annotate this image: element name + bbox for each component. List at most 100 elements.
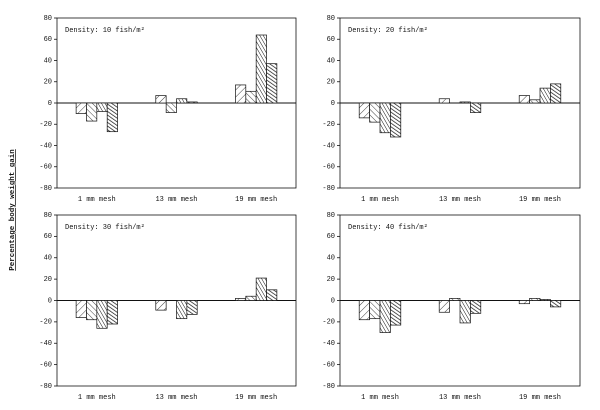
bar	[539, 87, 551, 104]
y-tick-label: 60	[44, 36, 52, 44]
x-tick-label: 13 mm mesh	[439, 196, 481, 204]
x-tick-label: 1 mm mesh	[361, 196, 399, 204]
panel: -80 -60 -40 -20 0 20 40 60 80 Density: 10 fish/m²…	[39, 15, 297, 204]
annotation: Density: 20 fish/m²	[348, 27, 428, 35]
bar	[390, 300, 402, 326]
bar	[358, 102, 370, 119]
y-tick-label: -80	[322, 185, 335, 193]
y-tick-label: -40	[39, 340, 52, 348]
annotation: Density: 40 fish/m²	[348, 224, 428, 232]
y-tick-label: 20	[327, 276, 335, 284]
y-tick-label: -40	[322, 142, 335, 150]
bar	[459, 101, 471, 104]
bar	[245, 295, 257, 301]
bar	[379, 102, 391, 134]
bar	[176, 300, 188, 320]
y-tick-label: -20	[322, 319, 335, 327]
x-tick-label: 19 mm mesh	[519, 394, 561, 402]
bar	[155, 300, 167, 311]
bar	[155, 95, 167, 104]
y-tick-label: 80	[327, 212, 335, 220]
y-tick-label: 40	[327, 255, 335, 263]
y-tick-label: -40	[39, 142, 52, 150]
bar	[165, 102, 177, 113]
bar	[529, 298, 541, 301]
y-tick-label: -80	[322, 383, 335, 391]
y-tick-label: -60	[322, 164, 335, 172]
panel: -80 -60 -40 -20 0 20 40 60 80 Density: 30 fish/m²…	[39, 212, 297, 402]
annotation: Density: 30 fish/m²	[65, 224, 145, 232]
y-tick-label: 20	[44, 79, 52, 87]
y-tick-label: 40	[44, 57, 52, 65]
bar	[518, 95, 530, 104]
bar	[235, 298, 247, 301]
bar	[266, 289, 278, 301]
bar	[86, 102, 98, 122]
bar	[86, 300, 98, 321]
bar	[449, 298, 461, 301]
bar	[529, 99, 541, 104]
y-tick-label: -60	[322, 361, 335, 369]
x-tick-label: 13 mm mesh	[155, 196, 197, 204]
y-tick-label: -60	[39, 361, 52, 369]
x-tick-label: 19 mm mesh	[235, 394, 277, 402]
bar	[106, 102, 118, 133]
bar	[75, 102, 87, 114]
bar	[438, 300, 450, 313]
y-tick-label: 0	[331, 100, 335, 108]
y-tick-label: 20	[327, 79, 335, 87]
bar	[369, 300, 381, 320]
y-tick-label: 80	[44, 212, 52, 220]
x-tick-label: 19 mm mesh	[519, 196, 561, 204]
bar	[459, 300, 471, 324]
bar	[438, 98, 450, 104]
bar	[186, 101, 198, 104]
y-tick-label: -40	[322, 340, 335, 348]
bar	[390, 102, 402, 138]
bar	[245, 90, 257, 104]
bar	[550, 300, 562, 308]
y-tick-label: 60	[327, 233, 335, 241]
bar	[255, 34, 267, 104]
bar	[518, 300, 530, 305]
bar	[550, 83, 562, 104]
bar	[470, 102, 482, 113]
y-tick-label: -20	[39, 121, 52, 129]
bar	[379, 300, 391, 333]
bar	[106, 300, 118, 325]
y-tick-label: 60	[327, 36, 335, 44]
y-tick-label: -80	[39, 383, 52, 391]
y-axis-label: Percentage body weight gain	[9, 149, 17, 271]
bar	[358, 300, 370, 321]
y-tick-label: 80	[44, 15, 52, 23]
y-tick-label: -20	[39, 319, 52, 327]
y-tick-label: 60	[44, 233, 52, 241]
panel: -80 -60 -40 -20 0 20 40 60 80 Density: 20 fish/m²…	[322, 15, 581, 204]
x-tick-label: 13 mm mesh	[439, 394, 481, 402]
y-tick-label: -80	[39, 185, 52, 193]
bar	[266, 63, 278, 104]
x-tick-label: 19 mm mesh	[235, 196, 277, 204]
bar	[470, 300, 482, 314]
annotation: Density: 10 fish/m²	[65, 27, 145, 35]
bar	[75, 300, 87, 318]
y-tick-label: 20	[44, 276, 52, 284]
y-tick-label: -60	[39, 164, 52, 172]
y-tick-label: 40	[327, 57, 335, 65]
bar	[186, 300, 198, 315]
x-tick-label: 1 mm mesh	[78, 196, 116, 204]
x-tick-label: 1 mm mesh	[361, 394, 399, 402]
y-tick-label: 0	[48, 100, 52, 108]
y-tick-label: 0	[48, 297, 52, 305]
bar	[539, 299, 551, 301]
bar	[176, 98, 188, 104]
bar	[96, 300, 108, 329]
y-tick-label: -20	[322, 121, 335, 129]
panel: -80 -60 -40 -20 0 20 40 60 80 Density: 40 fish/m²…	[322, 212, 581, 402]
bar	[96, 102, 108, 112]
x-tick-label: 1 mm mesh	[78, 394, 116, 402]
bar	[255, 277, 267, 301]
y-tick-label: 0	[331, 297, 335, 305]
x-tick-label: 13 mm mesh	[155, 394, 197, 402]
